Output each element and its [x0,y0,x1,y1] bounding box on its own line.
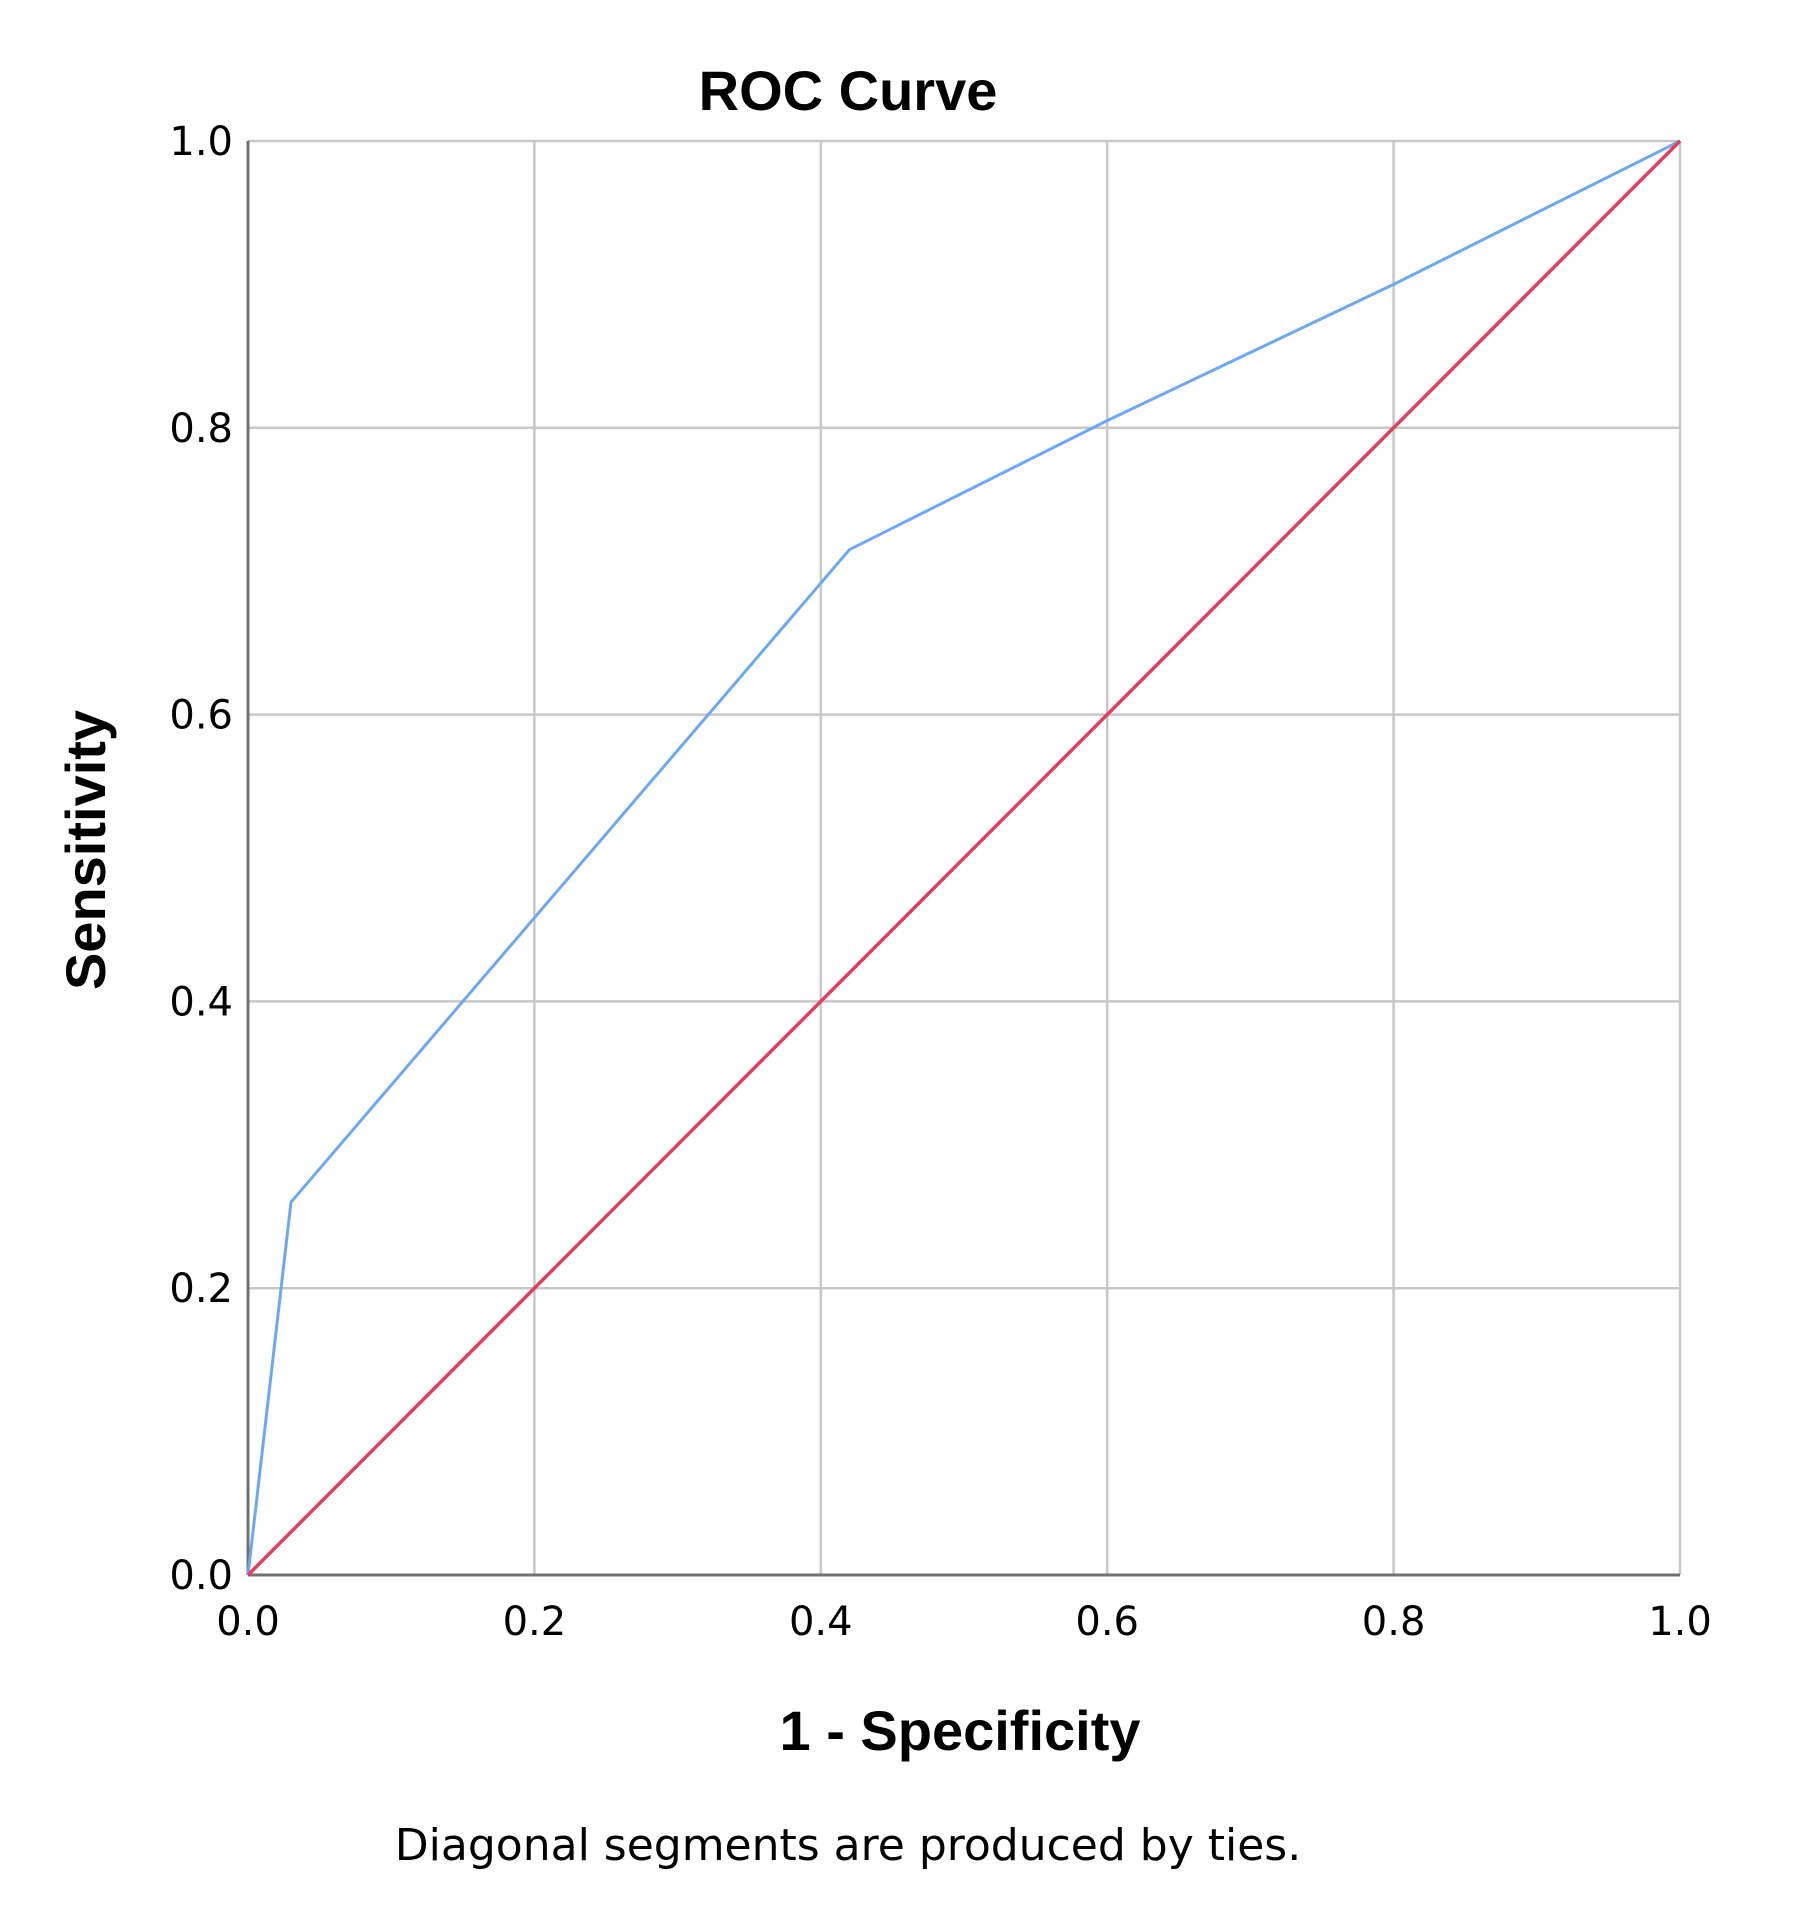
x-tick-label: 0.2 [503,1599,567,1645]
x-tick-label: 0.4 [789,1599,853,1645]
y-tick-label: 0.2 [169,1266,233,1312]
y-tick-label: 0.8 [169,406,233,452]
x-tick-label: 1.0 [1648,1599,1712,1645]
y-tick-label: 0.4 [169,979,233,1025]
series-lines [246,139,1682,1577]
gridlines [246,139,1682,1577]
x-tick-label: 0.6 [1075,1599,1139,1645]
y-axis-label: Sensitivity [54,710,117,990]
roc-curve-line [246,139,1681,1576]
reference-diagonal-line [246,139,1682,1577]
x-axis-label: 1 - Specificity [779,1699,1140,1762]
y-tick-label: 0.0 [169,1553,233,1599]
y-axis-ticks: 0.0 0.2 0.4 0.6 0.8 1.0 [169,119,233,1599]
y-tick-label: 1.0 [169,119,233,165]
footnote: Diagonal segments are produced by ties. [395,1820,1301,1871]
x-axis-ticks: 0.0 0.2 0.4 0.6 0.8 1.0 [216,1599,1712,1645]
y-tick-label: 0.6 [169,693,233,739]
chart-title: ROC Curve [699,59,998,122]
plot-frame [246,141,1680,1577]
x-tick-label: 0.0 [216,1599,280,1645]
x-tick-label: 0.8 [1362,1599,1426,1645]
